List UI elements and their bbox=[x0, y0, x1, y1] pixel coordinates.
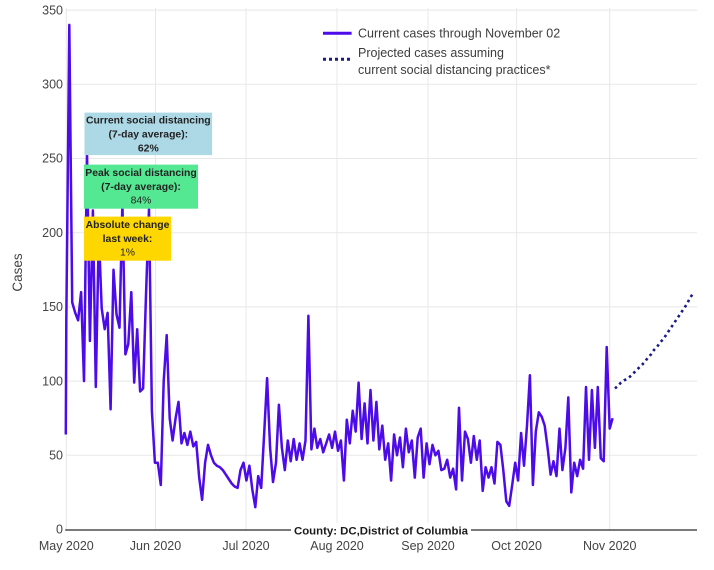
svg-text:Current social distancing: Current social distancing bbox=[86, 116, 211, 127]
svg-text:current social distancing prac: current social distancing practices* bbox=[358, 63, 551, 77]
svg-text:Peak social distancing: Peak social distancing bbox=[85, 168, 196, 179]
svg-text:Projected cases assuming: Projected cases assuming bbox=[358, 46, 504, 60]
svg-text:Oct 2020: Oct 2020 bbox=[491, 539, 542, 553]
svg-text:Jul 2020: Jul 2020 bbox=[222, 539, 269, 553]
svg-text:May 2020: May 2020 bbox=[39, 539, 94, 553]
svg-text:300: 300 bbox=[42, 78, 63, 92]
svg-text:Cases: Cases bbox=[10, 253, 25, 292]
svg-text:Jun 2020: Jun 2020 bbox=[130, 539, 181, 553]
svg-text:250: 250 bbox=[42, 152, 63, 166]
svg-text:Sep 2020: Sep 2020 bbox=[401, 539, 455, 553]
svg-text:200: 200 bbox=[42, 226, 63, 240]
svg-text:Absolute change: Absolute change bbox=[86, 220, 170, 231]
svg-text:Aug 2020: Aug 2020 bbox=[310, 539, 364, 553]
svg-text:County: DC,District of Columbi: County: DC,District of Columbia bbox=[294, 526, 469, 538]
svg-text:62%: 62% bbox=[138, 143, 159, 154]
svg-text:100: 100 bbox=[42, 374, 63, 388]
svg-text:50: 50 bbox=[49, 449, 63, 463]
svg-text:350: 350 bbox=[42, 3, 63, 17]
svg-text:Nov 2020: Nov 2020 bbox=[583, 539, 637, 553]
svg-text:last week:: last week: bbox=[103, 234, 153, 245]
svg-text:(7-day average):: (7-day average): bbox=[108, 130, 188, 141]
svg-text:84%: 84% bbox=[131, 196, 152, 207]
svg-text:Current cases through November: Current cases through November 02 bbox=[358, 27, 560, 41]
svg-text:1%: 1% bbox=[120, 248, 135, 259]
svg-text:150: 150 bbox=[42, 300, 63, 314]
svg-text:0: 0 bbox=[56, 523, 63, 537]
svg-text:(7-day average):: (7-day average): bbox=[101, 182, 181, 193]
